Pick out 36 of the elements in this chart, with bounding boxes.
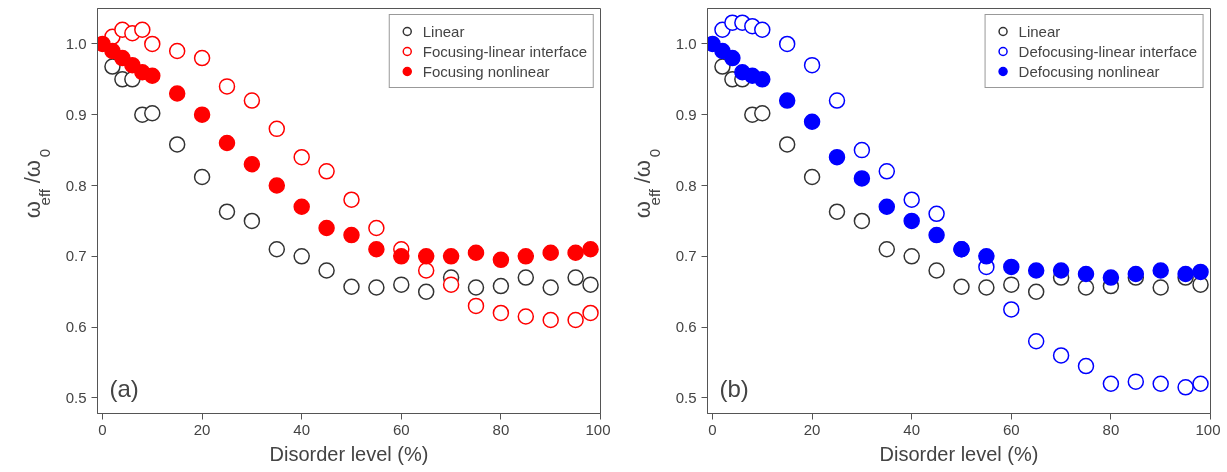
legend-label: Linear bbox=[1018, 22, 1061, 40]
y-tick-label: 1.0 bbox=[675, 34, 697, 52]
x-axis-title: Disorder level (%) bbox=[879, 442, 1039, 465]
y-tick-label: 1.0 bbox=[65, 34, 87, 52]
y-tick-label: 0.7 bbox=[65, 247, 87, 265]
x-tick-label: 100 bbox=[1195, 420, 1221, 438]
annotation: (b) bbox=[719, 374, 749, 402]
y-tick-label: 0.6 bbox=[675, 318, 697, 336]
y-tick-label: 0.9 bbox=[675, 105, 697, 123]
y-tick-label: 0.9 bbox=[65, 105, 87, 123]
x-tick-label: 20 bbox=[193, 420, 211, 438]
x-tick-label: 100 bbox=[585, 420, 611, 438]
y-tick-label: 0.8 bbox=[675, 176, 697, 194]
annotation: (a) bbox=[109, 374, 139, 402]
x-tick-label: 0 bbox=[708, 420, 717, 438]
legend-label: Defocusing nonlinear bbox=[1018, 62, 1160, 80]
y-tick-label: 0.8 bbox=[65, 176, 87, 194]
legend-label: Focusing nonlinear bbox=[422, 62, 550, 80]
y-tick-label: 0.7 bbox=[675, 247, 697, 265]
x-tick-label: 60 bbox=[1002, 420, 1020, 438]
y-axis-title: ωeff/ω0 bbox=[630, 149, 663, 219]
x-tick-label: 20 bbox=[803, 420, 821, 438]
legend-label: Linear bbox=[422, 22, 465, 40]
y-axis-title: ωeff/ω0 bbox=[20, 149, 53, 219]
x-tick-label: 80 bbox=[492, 420, 510, 438]
y-tick-label: 0.6 bbox=[65, 318, 87, 336]
y-tick-label: 0.5 bbox=[675, 388, 697, 406]
y-tick-label: 0.5 bbox=[65, 388, 87, 406]
x-tick-label: 40 bbox=[293, 420, 311, 438]
legend-label: Defocusing-linear interface bbox=[1018, 42, 1197, 60]
legend-label: Focusing-linear interface bbox=[422, 42, 587, 60]
x-tick-label: 80 bbox=[1102, 420, 1120, 438]
x-tick-label: 40 bbox=[903, 420, 921, 438]
x-tick-label: 60 bbox=[392, 420, 410, 438]
x-tick-label: 0 bbox=[98, 420, 107, 438]
x-axis-title: Disorder level (%) bbox=[269, 442, 429, 465]
